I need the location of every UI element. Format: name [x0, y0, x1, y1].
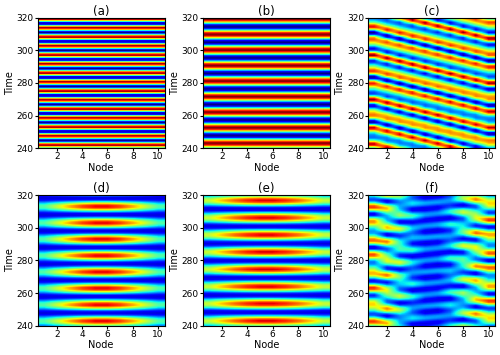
Y-axis label: Time: Time: [5, 248, 15, 272]
Y-axis label: Time: Time: [170, 71, 180, 95]
X-axis label: Node: Node: [88, 163, 114, 173]
Y-axis label: Time: Time: [5, 71, 15, 95]
Y-axis label: Time: Time: [170, 248, 180, 272]
X-axis label: Node: Node: [254, 163, 279, 173]
Title: (e): (e): [258, 182, 274, 195]
Title: (c): (c): [424, 5, 440, 18]
Title: (d): (d): [92, 182, 110, 195]
X-axis label: Node: Node: [88, 340, 114, 350]
Title: (b): (b): [258, 5, 275, 18]
X-axis label: Node: Node: [254, 340, 279, 350]
Title: (f): (f): [425, 182, 438, 195]
Y-axis label: Time: Time: [336, 71, 345, 95]
X-axis label: Node: Node: [419, 340, 444, 350]
Title: (a): (a): [93, 5, 110, 18]
X-axis label: Node: Node: [419, 163, 444, 173]
Y-axis label: Time: Time: [336, 248, 345, 272]
